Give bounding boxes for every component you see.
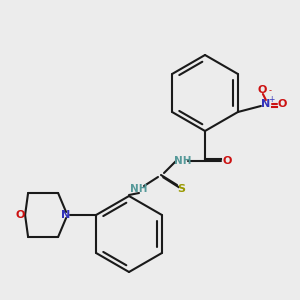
Text: -: - [268,86,272,95]
Text: +: + [268,94,274,103]
Text: N: N [261,99,271,109]
Text: S: S [177,184,185,194]
Text: O: O [277,99,286,109]
Text: O: O [15,210,25,220]
Text: N: N [61,210,71,220]
Text: O: O [222,156,232,166]
Text: O: O [257,85,267,95]
Text: NH: NH [174,156,192,166]
Text: NH: NH [130,184,148,194]
